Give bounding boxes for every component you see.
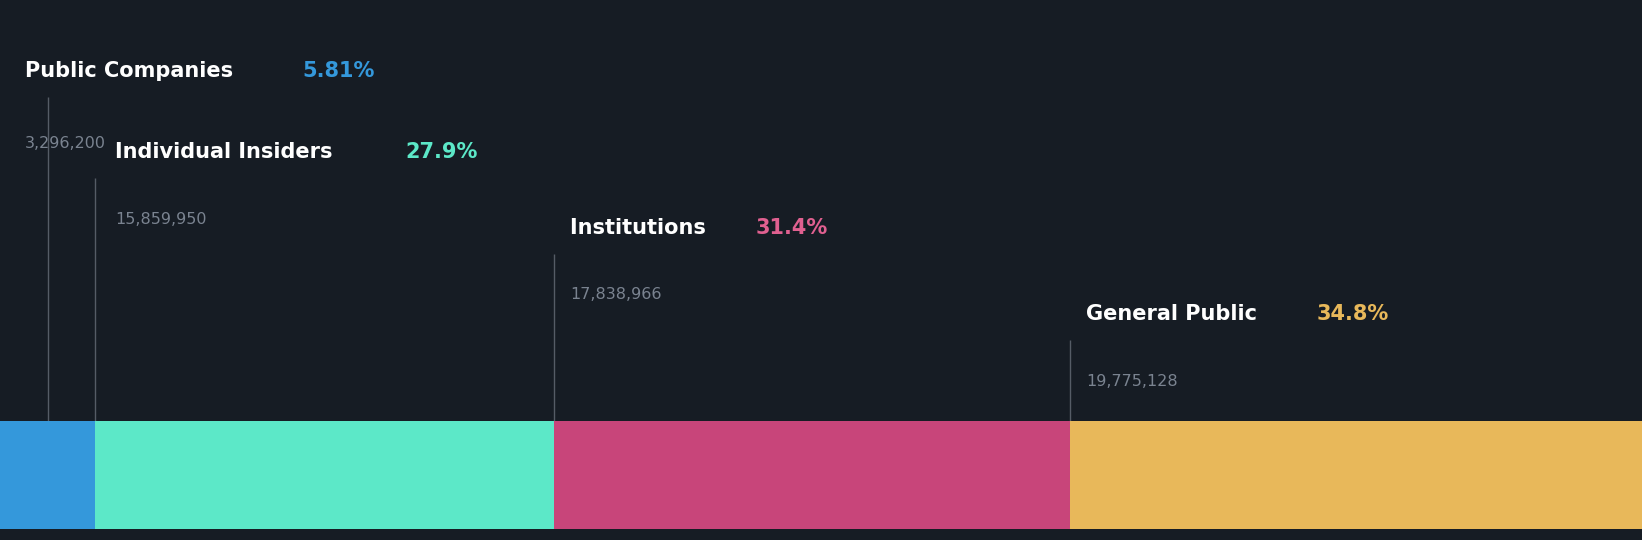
Bar: [1071, 421, 1642, 529]
Bar: [553, 421, 1071, 529]
Bar: [95, 421, 553, 529]
Text: Institutions: Institutions: [570, 218, 714, 238]
Text: 31.4%: 31.4%: [755, 218, 828, 238]
Text: 34.8%: 34.8%: [1317, 304, 1389, 324]
Text: 3,296,200: 3,296,200: [25, 136, 105, 151]
Text: 19,775,128: 19,775,128: [1087, 374, 1177, 389]
Bar: [0, 421, 95, 529]
Text: 5.81%: 5.81%: [302, 61, 374, 81]
Text: 27.9%: 27.9%: [406, 142, 478, 162]
Text: Public Companies: Public Companies: [25, 61, 240, 81]
Text: Individual Insiders: Individual Insiders: [115, 142, 340, 162]
Text: 17,838,966: 17,838,966: [570, 287, 662, 302]
Text: General Public: General Public: [1087, 304, 1264, 324]
Text: 15,859,950: 15,859,950: [115, 212, 207, 227]
